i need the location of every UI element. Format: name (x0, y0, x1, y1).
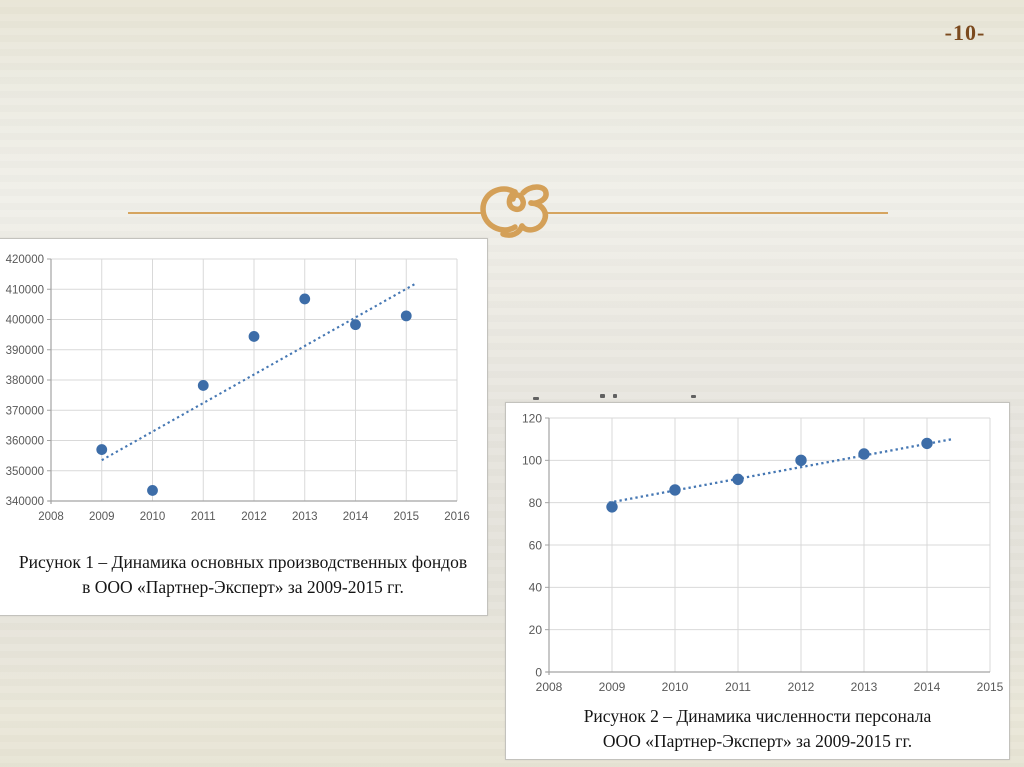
figure2-plot: 0 20 40 60 80 100 120 2008 2009 2010 2011 2012 2013 2… (522, 411, 1004, 694)
svg-text:2010: 2010 (140, 511, 166, 523)
svg-text:410000: 410000 (6, 284, 44, 296)
figure1-caption-line2: в ООО «Партнер-Эксперт» за 2009-2015 гг. (82, 577, 404, 597)
svg-text:2010: 2010 (662, 680, 689, 694)
flourish-ornament-icon (480, 184, 549, 238)
svg-text:2009: 2009 (89, 511, 115, 523)
divider-line-left (128, 212, 486, 214)
svg-text:2011: 2011 (725, 680, 751, 694)
svg-text:380000: 380000 (6, 375, 44, 387)
text-fragment (613, 394, 617, 398)
svg-text:20: 20 (529, 623, 543, 637)
svg-text:60: 60 (529, 538, 543, 552)
svg-text:2012: 2012 (241, 511, 267, 523)
svg-text:340000: 340000 (6, 496, 44, 508)
text-fragment (600, 394, 605, 398)
figure1-image: 340000 350000 360000 370000 380000 390000 4000… (0, 238, 488, 616)
figure2-caption: Рисунок 2 – Динамика численности персона… (506, 704, 1009, 754)
svg-text:360000: 360000 (6, 436, 44, 448)
figure1-plot: 340000 350000 360000 370000 380000 390000 4000… (6, 254, 470, 523)
svg-text:420000: 420000 (6, 254, 44, 266)
svg-text:370000: 370000 (6, 405, 44, 417)
svg-text:2008: 2008 (38, 511, 64, 523)
svg-text:0: 0 (535, 665, 542, 679)
svg-text:80: 80 (529, 496, 543, 510)
svg-text:2013: 2013 (851, 680, 878, 694)
divider-line-right (547, 212, 888, 214)
svg-text:2011: 2011 (191, 511, 216, 523)
svg-text:2013: 2013 (292, 511, 318, 523)
svg-text:40: 40 (529, 581, 543, 595)
figure2-image: 0 20 40 60 80 100 120 2008 2009 2010 2011 2012 2013 2… (505, 402, 1010, 760)
svg-text:2009: 2009 (599, 680, 626, 694)
svg-text:2008: 2008 (536, 680, 563, 694)
svg-text:390000: 390000 (6, 345, 44, 357)
page-number: -10- (944, 20, 986, 45)
svg-text:2016: 2016 (444, 511, 470, 523)
figure1-caption-line1: Рисунок 1 – Динамика основных производст… (18, 552, 468, 572)
figure2-caption-line2: ООО «Партнер-Эксперт» за 2009-2015 гг. (602, 731, 913, 751)
svg-text:2012: 2012 (788, 680, 815, 694)
svg-text:120: 120 (522, 411, 542, 425)
svg-text:2014: 2014 (343, 511, 369, 523)
svg-text:2015: 2015 (977, 680, 1004, 694)
svg-text:400000: 400000 (6, 315, 44, 327)
svg-text:350000: 350000 (6, 466, 44, 478)
svg-text:2015: 2015 (393, 511, 419, 523)
svg-text:2014: 2014 (914, 680, 941, 694)
text-fragment (533, 397, 539, 400)
figure2-caption-line1: Рисунок 2 – Динамика численности персона… (583, 706, 932, 726)
svg-text:100: 100 (522, 454, 542, 468)
text-fragment (691, 395, 696, 398)
figure1-caption: Рисунок 1 – Динамика основных производст… (0, 550, 487, 600)
